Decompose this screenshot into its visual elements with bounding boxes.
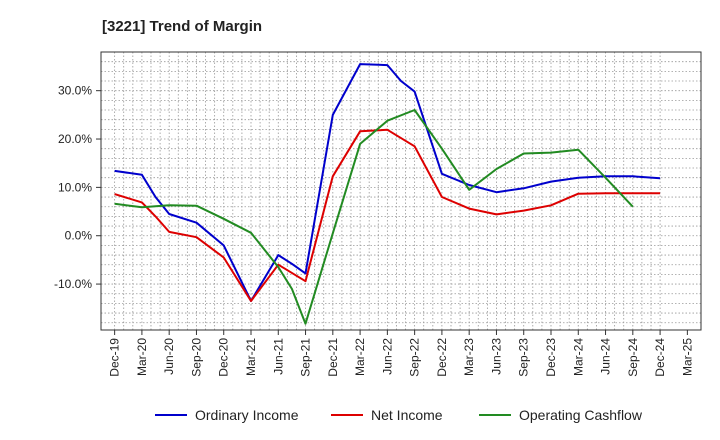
y-tick-label: 30.0% [58, 84, 92, 98]
x-tick-label: Jun-21 [271, 338, 285, 375]
chart-title: [3221] Trend of Margin [102, 18, 262, 35]
x-tick-label: Jun-20 [162, 338, 176, 375]
y-axis-ticks: -10.0% 0.0% 10.0% 20.0% 30.0% [54, 84, 101, 291]
series-line-net-income [114, 128, 661, 302]
series-lines [114, 63, 661, 325]
x-tick-label: Mar-21 [244, 338, 258, 376]
x-axis-ticks: Dec-19 Mar-20 Jun-20 Sep-20 Dec-20 Mar-21 Jun-… [108, 330, 694, 377]
x-tick-label: Sep-22 [408, 338, 422, 377]
x-tick-label: Dec-23 [544, 338, 558, 377]
x-tick-label: Mar-23 [462, 338, 476, 376]
x-tick-label: Sep-21 [299, 338, 313, 377]
x-tick-label: Dec-24 [653, 338, 667, 377]
y-tick-label: 10.0% [58, 180, 92, 194]
y-tick-label: -10.0% [54, 277, 92, 291]
x-tick-label: Mar-22 [353, 338, 367, 376]
y-tick-label: 0.0% [65, 229, 93, 243]
x-tick-label: Dec-22 [435, 338, 449, 377]
x-tick-label: Jun-23 [489, 338, 503, 375]
x-tick-label: Jun-24 [599, 338, 613, 375]
x-tick-label: Sep-20 [189, 338, 203, 377]
x-tick-label: Dec-21 [326, 338, 340, 377]
legend-label: Operating Cashflow [519, 407, 643, 423]
x-tick-label: Mar-24 [571, 338, 585, 376]
x-tick-label: Sep-23 [517, 338, 531, 377]
x-tick-label: Dec-19 [108, 338, 122, 377]
x-tick-label: Dec-20 [217, 338, 231, 377]
legend-label: Net Income [371, 407, 443, 423]
x-tick-label: Sep-24 [626, 338, 640, 377]
x-tick-label: Jun-22 [380, 338, 394, 375]
plot-area-frame [100, 51, 702, 331]
x-tick-label: Mar-25 [680, 338, 694, 376]
legend: Ordinary Income Net Income Operating Cashf… [155, 407, 643, 423]
x-tick-label: Mar-20 [135, 338, 149, 376]
series-line-ordinary-income [114, 63, 661, 302]
y-tick-label: 20.0% [58, 132, 92, 146]
legend-label: Ordinary Income [195, 407, 299, 423]
series-line-operating-cashflow [114, 109, 634, 325]
grid-lines [101, 52, 701, 330]
